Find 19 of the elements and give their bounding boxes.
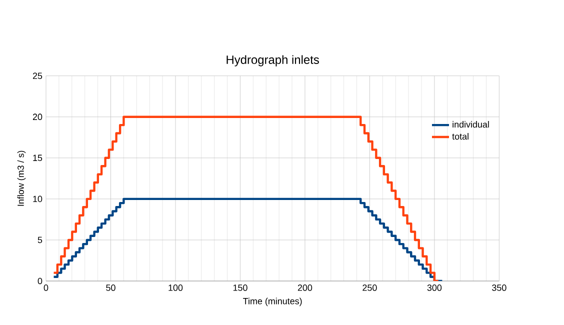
y-tick-label: 10 bbox=[33, 196, 42, 202]
x-tick-label: 250 bbox=[362, 284, 377, 291]
chart-title: Hydrograph inlets bbox=[226, 55, 319, 66]
x-tick-label: 200 bbox=[298, 284, 312, 291]
x-tick-label: 350 bbox=[492, 284, 506, 291]
y-tick-label: 5 bbox=[38, 236, 42, 244]
x-axis-title: Time (minutes) bbox=[243, 298, 302, 306]
x-tick-label: 50 bbox=[106, 284, 116, 291]
y-tick-label: 15 bbox=[33, 154, 42, 162]
legend-label: individual bbox=[452, 121, 489, 128]
x-tick-label: 0 bbox=[44, 284, 48, 291]
y-tick-label: 0 bbox=[38, 278, 42, 284]
y-tick-label: 20 bbox=[32, 114, 42, 120]
x-tick-label: 150 bbox=[233, 284, 248, 291]
x-tick-label: 300 bbox=[427, 284, 442, 291]
y-axis-title: Inflow (m3 / s) bbox=[17, 150, 26, 206]
y-tick-label: 25 bbox=[32, 72, 42, 80]
legend-label: total bbox=[452, 133, 468, 140]
x-tick-label: 100 bbox=[168, 284, 183, 291]
